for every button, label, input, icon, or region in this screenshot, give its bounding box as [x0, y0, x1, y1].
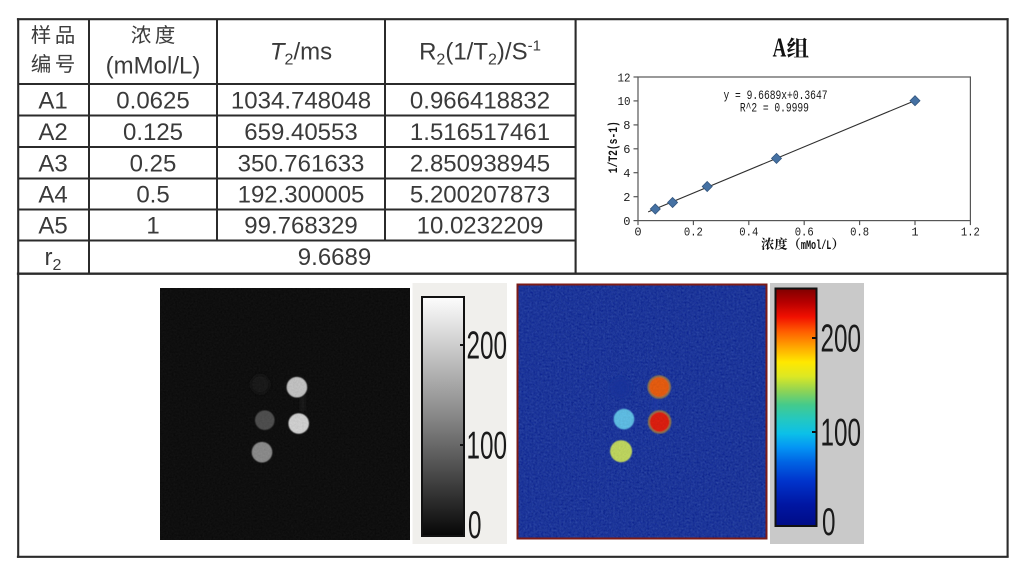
svg-text:659.40553: 659.40553 [244, 119, 357, 146]
svg-text:192.300005: 192.300005 [238, 182, 365, 209]
svg-text:9.6689: 9.6689 [298, 244, 371, 271]
svg-text:0.8: 0.8 [850, 226, 869, 240]
svg-text:A3: A3 [38, 150, 67, 177]
svg-text:2: 2 [623, 191, 630, 205]
svg-text:6: 6 [623, 143, 630, 157]
svg-text:99.768329: 99.768329 [244, 213, 357, 240]
svg-text:350.761633: 350.761633 [238, 150, 365, 177]
svg-text:10: 10 [618, 95, 631, 109]
svg-text:A4: A4 [38, 182, 67, 209]
svg-text:0: 0 [468, 503, 481, 546]
svg-text:1034.748048: 1034.748048 [231, 87, 371, 114]
svg-text:0.4: 0.4 [739, 226, 758, 240]
svg-text:200: 200 [821, 317, 861, 360]
svg-text:100: 100 [821, 411, 861, 454]
svg-text:100: 100 [467, 424, 507, 467]
svg-text:1/T2(s-1): 1/T2(s-1) [607, 121, 621, 173]
svg-text:0: 0 [634, 226, 641, 240]
svg-text:A1: A1 [38, 87, 67, 114]
svg-text:0: 0 [822, 500, 835, 543]
svg-text:10.0232209: 10.0232209 [417, 213, 544, 240]
svg-text:R^2 = 0.9999: R^2 = 0.9999 [740, 102, 809, 116]
svg-text:R2(1/T2)/S-1: R2(1/T2)/S-1 [419, 38, 541, 69]
svg-text:0.966418832: 0.966418832 [410, 87, 550, 114]
svg-text:0.2: 0.2 [684, 226, 703, 240]
svg-text:0.6: 0.6 [795, 226, 814, 240]
svg-text:0.0625: 0.0625 [116, 87, 189, 114]
svg-text:0: 0 [623, 215, 630, 229]
svg-text:1.2: 1.2 [961, 226, 980, 240]
svg-text:1: 1 [146, 213, 159, 240]
svg-text:mMol/L: mMol/L [801, 238, 832, 253]
svg-text:4: 4 [623, 167, 630, 181]
svg-text:A5: A5 [38, 213, 67, 240]
svg-text:12: 12 [618, 71, 631, 85]
svg-text:200: 200 [467, 324, 507, 367]
svg-text:8: 8 [623, 119, 630, 133]
svg-text:1: 1 [911, 226, 918, 240]
svg-text:0.5: 0.5 [136, 182, 169, 209]
svg-text:A: A [773, 33, 787, 63]
svg-text:A2: A2 [38, 119, 67, 146]
svg-text:0.125: 0.125 [123, 119, 183, 146]
svg-text:2.850938945: 2.850938945 [410, 150, 550, 177]
svg-text:1.516517461: 1.516517461 [410, 119, 550, 146]
svg-text:5.200207873: 5.200207873 [410, 182, 550, 209]
svg-text:T2/ms: T2/ms [270, 39, 332, 69]
svg-text:y = 9.6689x+0.3647: y = 9.6689x+0.3647 [724, 89, 828, 103]
svg-text:r2: r2 [45, 244, 62, 274]
svg-text:0.25: 0.25 [130, 150, 177, 177]
svg-text:(mMol/L): (mMol/L) [106, 53, 201, 80]
